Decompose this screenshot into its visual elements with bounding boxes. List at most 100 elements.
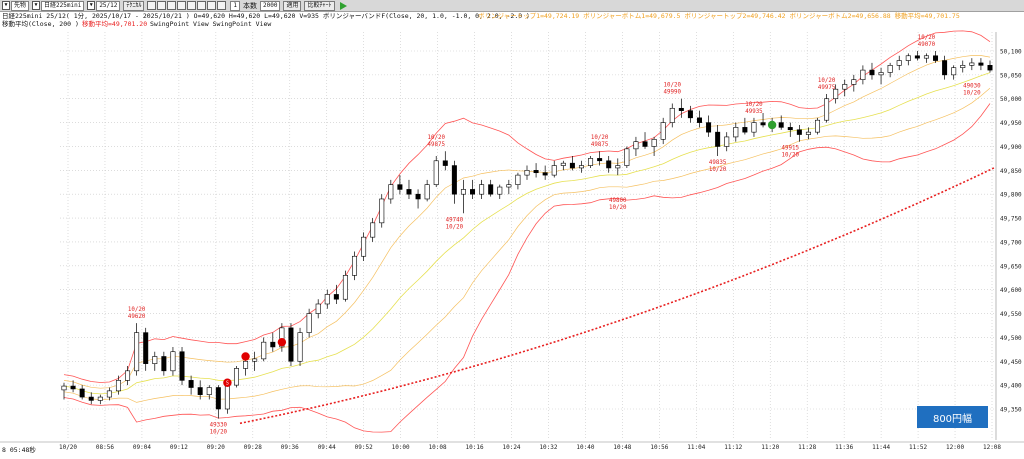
candle-down [796,129,802,135]
candle-up [324,294,330,305]
x-tick-label: 10:40 [576,444,594,451]
signal-marker-label: S [226,381,229,387]
candle-down [696,117,702,123]
candle-up [842,84,848,90]
x-tick-label: 11:12 [724,444,742,451]
zoom-icon[interactable] [187,1,197,10]
candle-down [606,160,612,169]
candle-down [88,396,94,401]
moving-average-200 [239,167,995,425]
candle-up [433,160,439,185]
grid [60,32,994,440]
y-tick-label: 49,450 [1000,359,1022,366]
candles [61,51,993,419]
candle-up [315,303,321,314]
header-line1-overlay: ボリンジャートップ1=49,724.19 ボリンジャーボトム1=49,679.5… [478,12,960,20]
contract-select[interactable]: ▼ 25/12 [87,0,121,11]
candle-down [914,55,920,59]
x-tick-label: 09:52 [355,444,373,451]
y-tick-label: 49,350 [1000,407,1022,414]
rect-icon[interactable] [167,1,177,10]
candle-up [905,55,911,61]
chart-area[interactable]: 10/20 49620 49330 10/20 10/20 49875 49740 10/20… [0,11,1024,455]
candle-up [361,236,367,257]
candle-down [742,127,748,133]
chevron-down-icon: ▼ [87,1,96,10]
candle-down [778,122,784,128]
cursor-icon[interactable] [147,1,157,10]
swing-label: 10/20 [427,135,445,141]
candle-up [633,141,639,150]
candle-down [678,107,684,111]
candle-up [624,148,630,166]
text-icon[interactable] [197,1,207,10]
x-tick-label: 11:52 [909,444,927,451]
candle-up [851,79,857,85]
interval-unit-label: 本数 [243,1,258,10]
candle-up [97,396,103,401]
candle-down [642,141,648,147]
apply-button[interactable]: 適用 [283,0,302,11]
interval-field[interactable]: 1 [230,0,241,11]
swing-label: 10/20 [210,430,228,436]
x-tick-label: 12:00 [946,444,964,451]
candle-up [951,67,957,76]
candle-up [306,313,312,333]
candle-up [833,88,839,100]
bollinger-mid [63,72,991,395]
y-tick-label: 49,700 [1000,239,1022,246]
candle-down [760,122,766,126]
range-label-box: 800円幅 [917,406,988,428]
candle-down [687,110,693,119]
price-chart[interactable]: 10/20496204933010/2010/20498754974010/20… [0,11,1024,455]
x-tick-label: 11:28 [798,444,816,451]
chart-type-button[interactable]: ﾃｸﾆｶﾙ [123,0,145,11]
market-select[interactable]: ▼ 先物 [2,0,30,11]
candle-up [860,69,866,80]
candle-up [824,98,830,121]
signal-marker [277,337,287,347]
y-tick-label: 49,600 [1000,287,1022,294]
play-icon[interactable] [338,1,347,10]
swing-label: 49740 [446,217,464,223]
x-tick-label: 11:20 [761,444,779,451]
erase-icon[interactable] [207,1,217,10]
bollinger-top-1 [63,55,991,389]
candle-up [170,351,176,372]
swing-label: 10/20 [446,224,464,230]
header-line1: 日経225mini 25/12( 1分, 2025/10/17 - 2025/1… [2,12,530,20]
candle-down [597,158,603,162]
swing-label: 10/20 [664,83,682,89]
swing-label: 10/20 [918,35,936,41]
candle-up [134,332,140,372]
candle-down [406,189,412,195]
y-tick-label: 50,050 [1000,72,1022,79]
swing-label: 49975 [818,85,836,91]
bar-count-field[interactable]: 2000 [260,0,281,11]
y-tick-label: 50,100 [1000,49,1022,56]
swing-label: 49875 [591,142,609,148]
grid-icon[interactable] [177,1,187,10]
candle-up [751,122,757,133]
candle-down [706,122,712,133]
candle-up [206,387,212,395]
x-tick-label: 09:36 [281,444,299,451]
candle-up [669,107,675,123]
candle-down [179,351,185,381]
candle-down [79,388,85,398]
swing-label: 49990 [664,90,682,96]
compare-button[interactable]: 比較ﾁｬｰﾄ [304,0,335,11]
candle-down [942,60,948,76]
instrument-select[interactable]: ▼ 日経225mini [32,0,85,11]
candle-up [805,131,811,135]
line-icon[interactable] [157,1,167,10]
candle-up [515,174,521,185]
candle-up [960,65,966,69]
candle-up [106,390,112,398]
settings-icon[interactable] [217,1,227,10]
swing-label: 10/20 [609,205,627,211]
candle-down [270,341,276,348]
candle-up [460,189,466,195]
x-tick-label: 10/20 [59,444,77,451]
y-tick-label: 50,000 [1000,96,1022,103]
